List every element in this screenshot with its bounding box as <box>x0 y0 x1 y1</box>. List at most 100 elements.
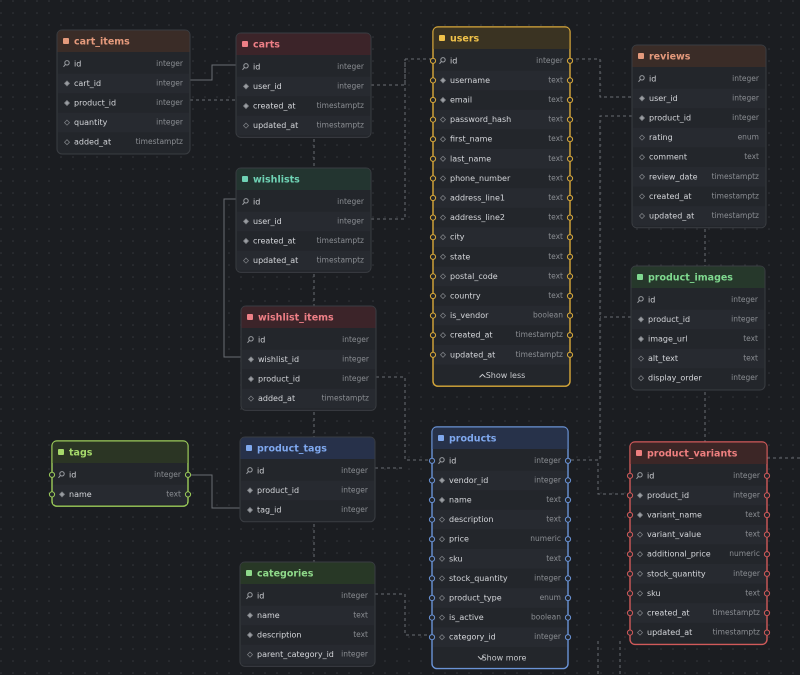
column-name: variant_value <box>647 530 701 539</box>
column-icon <box>439 175 447 182</box>
row-stripe <box>433 549 567 569</box>
column-icon <box>438 594 446 602</box>
column-name: email <box>450 96 472 105</box>
column-name: state <box>450 252 470 261</box>
column-icon <box>63 139 71 146</box>
connector <box>566 155 574 162</box>
connector <box>626 472 634 479</box>
column-type: text <box>548 213 563 222</box>
column-name: review_date <box>649 172 698 181</box>
connector <box>566 273 574 280</box>
table-title: tags <box>69 448 93 459</box>
table[interactable]: categories id integer name text description te… <box>239 561 376 667</box>
table[interactable]: wishlists id integer user_id integer created_… <box>235 167 372 273</box>
relation <box>570 58 632 98</box>
connector <box>429 96 437 104</box>
relation <box>223 198 241 358</box>
table[interactable]: tags id integer name text <box>48 440 192 507</box>
column-type: text <box>548 95 563 104</box>
row-stripe <box>237 250 370 271</box>
column-type: numeric <box>729 549 760 558</box>
column-icon <box>638 193 646 200</box>
column-icon <box>439 116 447 123</box>
connector <box>763 629 771 636</box>
column-name: product_id <box>258 375 300 384</box>
column-name: stock_quantity <box>449 574 508 583</box>
connector <box>428 575 436 582</box>
column-type: integer <box>342 374 370 383</box>
column-type: text <box>353 630 368 639</box>
connector <box>763 531 771 538</box>
column-icon <box>439 136 447 143</box>
connector <box>564 496 572 504</box>
column-type: numeric <box>530 534 561 543</box>
column-name: variant_name <box>647 511 702 520</box>
connector <box>566 214 574 221</box>
connector <box>428 516 436 523</box>
connector <box>763 570 771 577</box>
connector <box>428 496 436 504</box>
column-name: product_id <box>649 114 691 123</box>
key-icon <box>438 460 441 465</box>
column-type: integer <box>337 81 365 90</box>
table-icon <box>638 53 644 59</box>
column-type: text <box>548 291 563 300</box>
row-stripe <box>434 227 569 247</box>
connector <box>626 511 634 519</box>
column-type: integer <box>341 505 369 514</box>
column-type: timestamptz <box>713 608 760 617</box>
connector <box>564 634 572 641</box>
connector <box>429 332 437 339</box>
table[interactable]: users id integer username text email text passw… <box>429 26 574 387</box>
connector <box>429 116 437 123</box>
column-name: parent_category_id <box>257 650 334 659</box>
row-stripe <box>433 509 567 530</box>
column-icon <box>439 214 447 221</box>
connector <box>184 491 192 498</box>
column-name: is_vendor <box>450 311 489 320</box>
column-icon <box>638 95 646 102</box>
column-type: timestamptz <box>516 350 563 359</box>
connector <box>564 594 572 602</box>
key-icon <box>58 474 61 479</box>
table-header <box>241 306 376 328</box>
column-type: integer <box>156 98 184 107</box>
column-icon <box>439 77 447 84</box>
column-name: product_id <box>74 99 116 108</box>
column-name: product_id <box>257 486 299 495</box>
connector <box>566 136 574 143</box>
toggle-button[interactable]: Show less <box>486 371 526 380</box>
row-stripe <box>632 309 764 330</box>
column-icon <box>246 631 254 639</box>
key-icon <box>247 339 250 344</box>
column-icon <box>439 312 447 319</box>
column-icon <box>636 629 644 636</box>
table-icon <box>438 435 444 441</box>
column-name: tag_id <box>257 506 281 515</box>
table-title: users <box>450 34 480 45</box>
relation <box>188 474 240 509</box>
connector <box>428 536 436 543</box>
key-icon <box>248 336 254 342</box>
column-name: added_at <box>74 138 111 147</box>
toggle-button[interactable]: Show more <box>482 653 527 662</box>
row-stripe <box>434 305 569 326</box>
connector <box>429 292 437 300</box>
connector <box>429 273 437 280</box>
column-name: added_at <box>258 394 295 403</box>
column-name: quantity <box>74 118 108 127</box>
table-title: products <box>449 434 497 445</box>
connector <box>566 175 574 182</box>
table-title: product_variants <box>647 449 738 460</box>
column-type: text <box>166 489 181 498</box>
column-name: id <box>253 62 260 71</box>
